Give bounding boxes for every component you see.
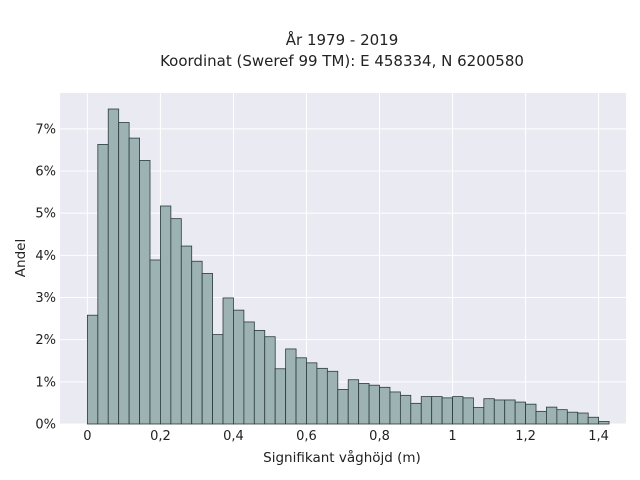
- histogram-bar: [326, 370, 339, 425]
- histogram-bar: [253, 329, 266, 425]
- histogram-bar: [462, 397, 474, 425]
- histogram-bar: [222, 297, 234, 425]
- histogram-bar: [274, 368, 287, 425]
- chart-title-line1: År 1979 - 2019: [286, 30, 399, 49]
- chart-title-line2: Koordinat (Sweref 99 TM): E 458334, N 62…: [160, 52, 524, 70]
- x-tick-label: 0,6: [296, 429, 317, 444]
- histogram-bar: [337, 389, 349, 425]
- x-tick-label: 0,8: [369, 429, 390, 444]
- histogram-bar: [525, 403, 537, 425]
- histogram-bar: [598, 421, 610, 425]
- histogram-bar: [347, 379, 360, 425]
- histogram-bar: [420, 396, 433, 425]
- histogram-bar: [191, 260, 203, 425]
- histogram-bar: [139, 160, 151, 425]
- histogram-bar: [160, 205, 172, 425]
- histogram-bar: [410, 402, 422, 425]
- histogram-bar: [233, 309, 245, 425]
- histogram-bar: [368, 384, 380, 425]
- x-tick-label: 0: [83, 429, 91, 444]
- x-axis-ticks: 0 0,2 0,4 0,6 0,8 1 1,2 1,4: [83, 429, 609, 444]
- histogram-bar: [504, 399, 516, 425]
- y-tick-label: 4%: [35, 249, 56, 264]
- x-tick-label: 1,2: [515, 429, 536, 444]
- histogram-bar: [566, 411, 579, 425]
- histogram-bar: [514, 401, 526, 425]
- histogram-bar: [128, 137, 140, 425]
- histogram-bar: [389, 391, 401, 425]
- histogram-bar: [577, 412, 589, 425]
- histogram-bar: [107, 108, 120, 425]
- histogram-bar: [180, 245, 193, 425]
- y-tick-label: 6%: [35, 165, 56, 180]
- y-axis-ticks: 0% 1% 2% 3% 4% 5% 6% 7%: [35, 122, 56, 432]
- x-tick-label: 0,4: [223, 429, 244, 444]
- y-axis-label: Andel: [13, 239, 29, 277]
- histogram-bar: [306, 362, 318, 425]
- y-tick-label: 0%: [35, 418, 56, 433]
- histogram-bar: [358, 383, 370, 425]
- histogram-bar: [264, 336, 276, 425]
- histogram-bar: [97, 144, 109, 425]
- x-tick-label: 1,4: [588, 429, 609, 444]
- histogram-bar: [535, 410, 547, 425]
- histogram-bar: [316, 367, 328, 425]
- y-tick-label: 5%: [35, 207, 56, 222]
- histogram-bar: [379, 386, 391, 425]
- y-tick-label: 3%: [35, 291, 56, 306]
- x-axis-label: Signifikant våghöjd (m): [263, 449, 421, 466]
- histogram-bar: [483, 398, 495, 425]
- histogram-bar: [118, 122, 130, 425]
- y-tick-label: 1%: [35, 375, 56, 390]
- histogram-bar: [431, 396, 443, 425]
- histogram-bar: [295, 357, 307, 425]
- histogram-bar: [441, 397, 453, 425]
- histogram-bar: [201, 273, 214, 425]
- histogram-bar: [243, 321, 255, 425]
- x-tick-label: 0,2: [150, 429, 171, 444]
- histogram-bars: [86, 108, 610, 425]
- x-tick-label: 1: [448, 429, 456, 444]
- histogram-bar: [285, 348, 297, 425]
- y-tick-label: 2%: [35, 333, 56, 348]
- y-tick-label: 7%: [35, 122, 56, 137]
- histogram-bar: [587, 416, 600, 425]
- histogram-bar: [452, 396, 464, 425]
- histogram-bar: [212, 334, 224, 425]
- histogram-bar: [472, 407, 485, 425]
- histogram-bar: [399, 394, 412, 425]
- histogram-bar: [149, 259, 161, 425]
- histogram-bar: [546, 406, 558, 425]
- histogram-bar: [86, 314, 99, 425]
- histogram-bar: [170, 218, 182, 425]
- histogram-bar: [493, 399, 506, 425]
- histogram-bar: [556, 409, 568, 425]
